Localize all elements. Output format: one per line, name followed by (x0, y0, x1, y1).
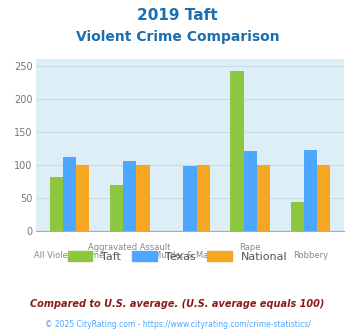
Bar (244, 151, 257, 231)
Bar (183, 166, 197, 231)
Text: © 2025 CityRating.com - https://www.cityrating.com/crime-statistics/: © 2025 CityRating.com - https://www.city… (45, 320, 310, 329)
Bar (317, 165, 330, 231)
Bar (76, 165, 89, 231)
Bar (230, 71, 244, 231)
Bar (290, 202, 304, 231)
Text: Aggravated Assault: Aggravated Assault (88, 243, 171, 252)
Bar (136, 165, 149, 231)
Bar (50, 177, 63, 231)
Text: Murder & Mans...: Murder & Mans... (154, 251, 226, 260)
Text: Violent Crime Comparison: Violent Crime Comparison (76, 30, 279, 44)
Bar (304, 150, 317, 231)
Text: Robbery: Robbery (293, 251, 328, 260)
Text: Compared to U.S. average. (U.S. average equals 100): Compared to U.S. average. (U.S. average … (30, 299, 325, 309)
Bar (110, 185, 123, 231)
Text: Rape: Rape (239, 243, 261, 252)
Text: All Violent Crime: All Violent Crime (34, 251, 104, 260)
Bar (197, 165, 210, 231)
Bar (63, 157, 76, 231)
Bar (257, 165, 270, 231)
Legend: Taft, Texas, National: Taft, Texas, National (63, 247, 292, 267)
Bar (123, 161, 136, 231)
Text: 2019 Taft: 2019 Taft (137, 8, 218, 23)
